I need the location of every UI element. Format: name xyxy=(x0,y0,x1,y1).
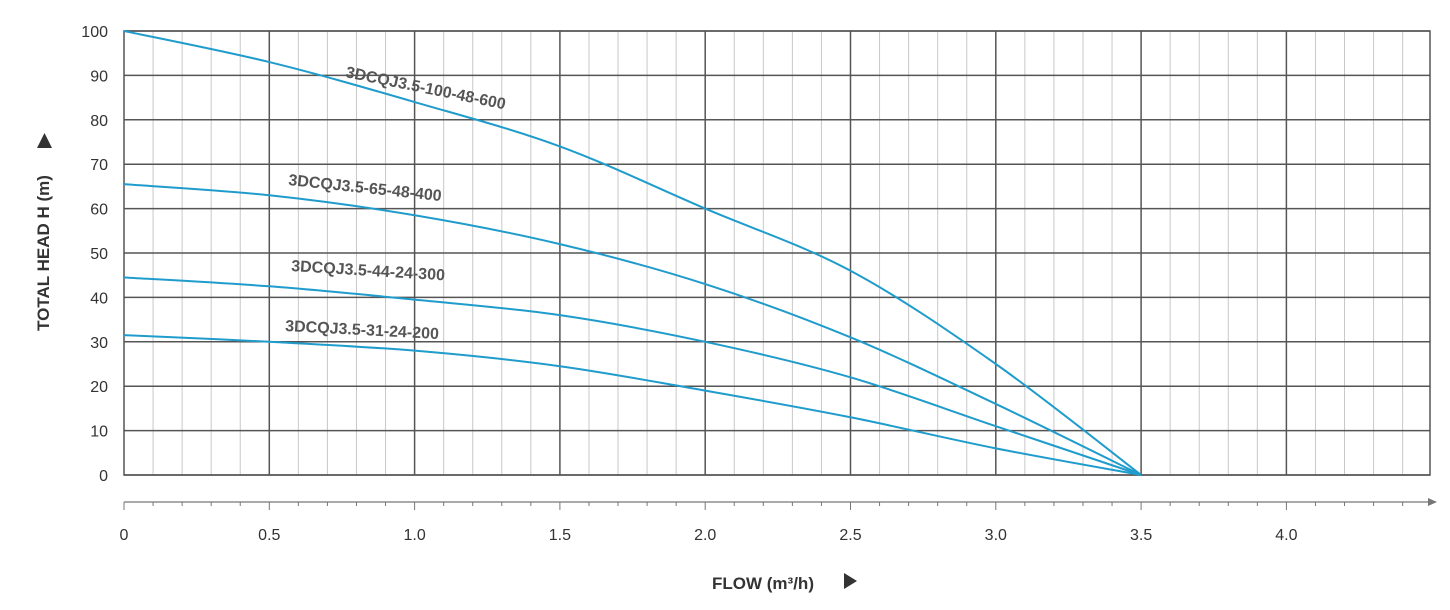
pump-curve-line xyxy=(123,276,1142,476)
pump-curve-line xyxy=(123,30,1142,476)
y-tick-label: 10 xyxy=(90,424,108,441)
x-axis xyxy=(123,498,1437,510)
curve-label: 3DCQJ3.5-31-24-200 xyxy=(285,318,440,343)
y-tick-label: 80 xyxy=(90,113,108,130)
y-tick-label: 30 xyxy=(90,335,108,352)
y-tick-label: 40 xyxy=(90,290,108,307)
pump-curve-line xyxy=(123,334,1142,476)
x-axis-right-arrow-icon xyxy=(844,573,857,589)
curve-label: 3DCQJ3.5-44-24-300 xyxy=(291,258,446,284)
x-tick-label: 0.5 xyxy=(258,527,280,544)
x-tick-label: 2.0 xyxy=(694,527,716,544)
y-tick-label: 50 xyxy=(90,246,108,263)
y-tick-label: 100 xyxy=(81,24,108,41)
y-tick-label: 0 xyxy=(99,468,108,485)
x-tick-labels: 0 0.5 1.0 1.5 2.0 2.5 3.0 3.5 4.0 xyxy=(120,527,1298,544)
plot-frame xyxy=(123,30,1431,476)
y-tick-label: 90 xyxy=(90,68,108,85)
y-axis-title: TOTAL HEAD H (m) xyxy=(34,175,53,331)
y-axis-up-arrow-icon xyxy=(37,133,52,148)
x-tick-label: 3.5 xyxy=(1130,527,1152,544)
x-tick-label: 4.0 xyxy=(1275,527,1297,544)
x-tick-label: 1.0 xyxy=(403,527,425,544)
x-axis-title: FLOW (m³/h) xyxy=(712,574,814,593)
x-tick-label: 0 xyxy=(120,527,129,544)
major-gridlines xyxy=(123,30,1431,476)
x-tick-label: 3.0 xyxy=(985,527,1007,544)
x-tick-label: 1.5 xyxy=(549,527,571,544)
y-tick-labels: 0 10 20 30 40 50 60 70 80 90 100 xyxy=(81,24,108,485)
curve-labels: 3DCQJ3.5-100-48-6003DCQJ3.5-65-48-4003DC… xyxy=(285,64,507,343)
y-tick-label: 60 xyxy=(90,202,108,219)
pump-curve-line xyxy=(123,183,1142,476)
x-axis-arrowhead-icon xyxy=(1428,498,1437,506)
y-tick-label: 70 xyxy=(90,157,108,174)
y-tick-label: 20 xyxy=(90,379,108,396)
pump-curves xyxy=(123,30,1142,476)
x-tick-label: 2.5 xyxy=(839,527,861,544)
